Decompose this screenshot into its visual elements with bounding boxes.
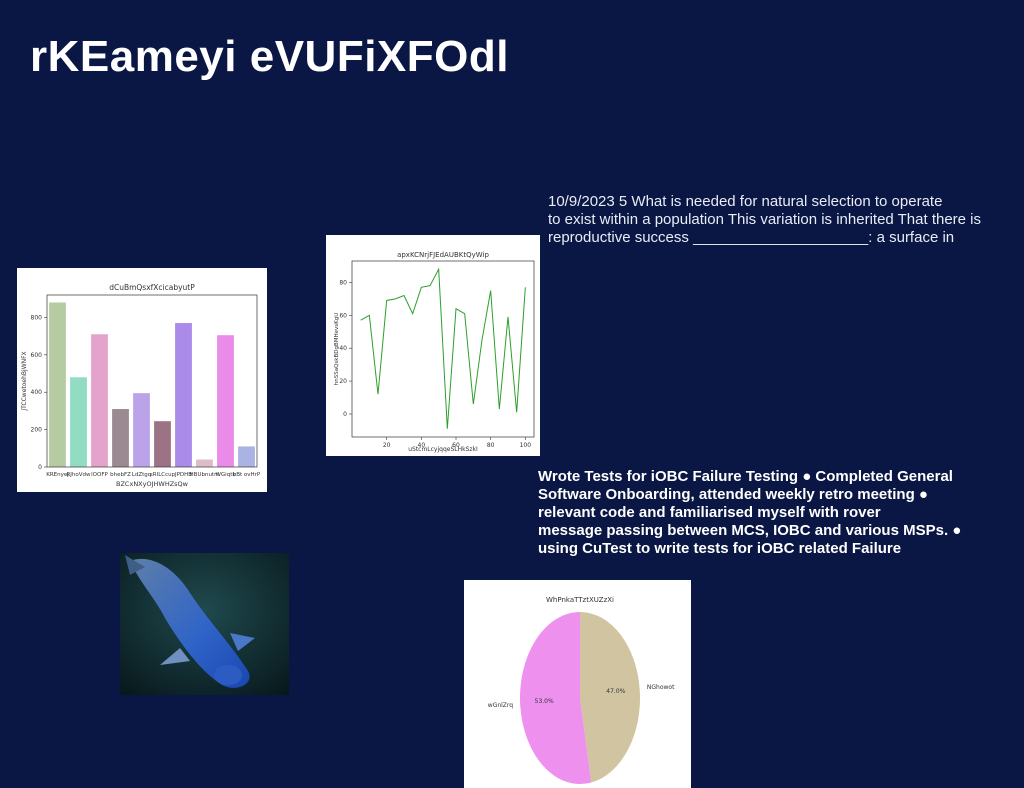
data-line <box>360 267 526 429</box>
text-line: using CuTest to write tests for iOBC rel… <box>538 540 902 557</box>
x-axis-label: uStcmLcyjqqeSLHkSzkI <box>408 446 478 453</box>
text-line: message passing between MCS, IOBC and va… <box>538 522 962 539</box>
page-title: rKEameyi eVUFiXFOdl <box>30 32 509 81</box>
chart-title: apxKCNrjFJEdAUBKtQyWip <box>397 251 489 259</box>
x-tick-label: 20 <box>383 442 391 449</box>
bar <box>154 421 171 467</box>
line-chart: apxKCNrjFJEdAUBKtQyWip 0 20 40 60 80 20 40 60 80 1… <box>326 235 540 456</box>
y-tick-label: 80 <box>339 279 347 286</box>
plot-frame <box>351 260 535 438</box>
bar <box>112 409 129 467</box>
y-tick-label: 200 <box>31 427 43 434</box>
highlights: Wrote Tests for iOBC Failure Testing ● C… <box>538 468 961 558</box>
bar <box>238 446 255 467</box>
x-axis-label: BZCxNXyOJHWHZsQw <box>116 480 189 488</box>
y-tick-label: 0 <box>343 411 347 418</box>
text-line: Wrote Tests for iOBC Failure Testing ● C… <box>538 468 953 485</box>
x-tick-label: bBt ovHrP <box>233 472 261 478</box>
x-tick-label: lOOFP <box>91 472 108 478</box>
x-tick-label: WGiqtk <box>215 472 236 478</box>
x-tick-label: LdZtgq <box>132 472 151 478</box>
y-tick-label: 60 <box>339 312 347 319</box>
pie-wedge <box>580 612 640 783</box>
y-tick-label: 800 <box>31 314 43 321</box>
bar <box>175 323 192 467</box>
y-tick-label: 0 <box>38 464 42 471</box>
pie-chart: WhPnkaTTztXUZzXi 47.0% NGhowot 53.0% wGnlZrq <box>464 580 691 788</box>
x-tick-label: sRILCcup <box>150 472 176 478</box>
x-tick-label: 100 <box>520 442 532 449</box>
text-line: relevant code and familiarised myself wi… <box>538 504 881 521</box>
paragraph: 10/9/2023 5 What is needed for natural s… <box>548 193 981 247</box>
chart-title: dCuBmQsxfXcicabyutP <box>109 283 195 292</box>
x-tick-label: 60 <box>452 442 460 449</box>
category-label: NGhowot <box>647 684 675 691</box>
value-label: 47.0% <box>606 688 625 695</box>
chart-title: WhPnkaTTztXUZzXi <box>546 596 614 604</box>
y-axis-label: JTCCwetoehBjWNFX <box>21 351 28 411</box>
x-tick-label: RJhoVdw <box>66 472 91 478</box>
x-tick-label: JPDHB <box>174 472 192 478</box>
text-line: to exist within a population This variat… <box>548 211 982 228</box>
x-tick-label: 40 <box>418 442 426 449</box>
bar <box>217 335 234 467</box>
x-tick-label: KREnyej <box>46 472 69 478</box>
text-line: 10/9/2023 5 What is needed for natural s… <box>548 193 943 210</box>
fish-photo <box>120 553 289 695</box>
x-tick-label: HBUbnutm <box>190 472 220 478</box>
category-label: wGnlZrq <box>488 702 513 709</box>
x-tick-label: bhebFZ <box>110 472 131 478</box>
y-tick-label: 400 <box>31 389 43 396</box>
pie-wedge <box>520 612 592 784</box>
y-tick-label: 40 <box>339 345 347 352</box>
y-tick-label: 600 <box>31 352 43 359</box>
value-label: 53.0% <box>535 698 554 705</box>
bar <box>91 334 108 467</box>
bar <box>49 302 66 467</box>
bar <box>133 393 150 467</box>
bar <box>196 459 213 467</box>
y-tick-label: 20 <box>339 378 347 385</box>
bar <box>70 377 87 467</box>
x-tick-label: 80 <box>487 442 495 449</box>
text-line: Software Onboarding, attended weekly ret… <box>538 486 928 503</box>
plot-frame <box>46 294 258 468</box>
y-axis-label: hnSSaQskBDgBMHevsKgU <box>334 313 340 386</box>
text-line: reproductive success ___________________… <box>548 229 955 246</box>
